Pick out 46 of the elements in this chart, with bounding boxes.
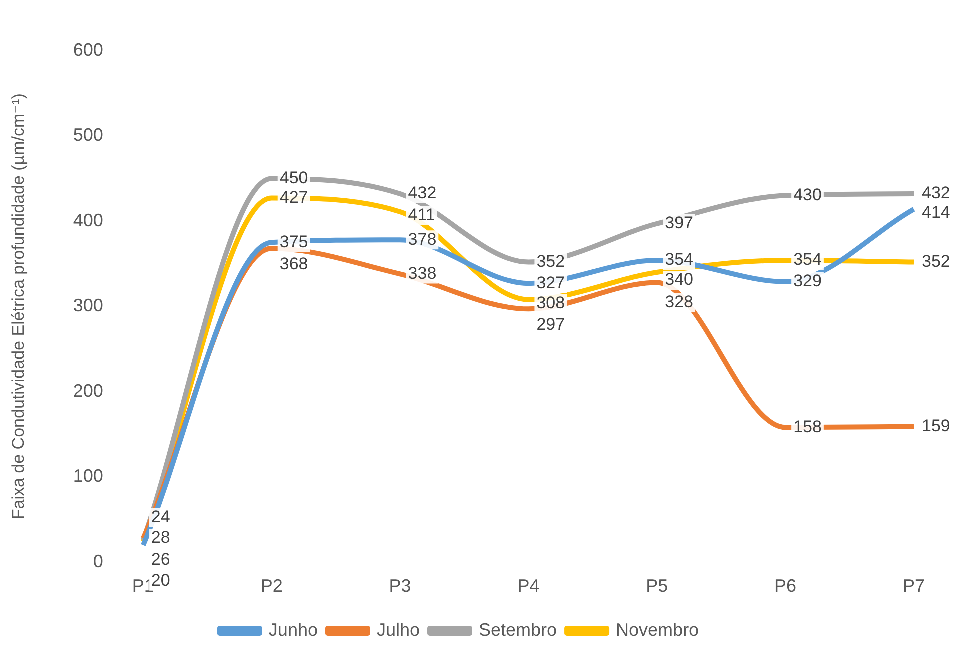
data-label: 414 — [922, 203, 950, 222]
legend-label: Novembro — [616, 620, 700, 640]
data-label: 28 — [151, 528, 170, 548]
data-label: 338 — [408, 264, 437, 283]
x-tick-label: P2 — [260, 576, 283, 596]
data-label: 327 — [536, 273, 566, 292]
data-label: 20 — [151, 571, 170, 590]
data-label: 297 — [536, 314, 566, 334]
data-label: 375 — [280, 232, 308, 252]
data-label: 354 — [794, 250, 822, 270]
y-axis-title: Faixa de Condutividade Elétrica profundidade (µm/cm⁻¹) — [8, 94, 28, 520]
data-label: 397 — [665, 214, 694, 233]
legend-label: Julho — [376, 620, 420, 640]
x-tick-label: P5 — [646, 576, 668, 596]
data-label: 432 — [922, 184, 950, 203]
y-tick-label: 0 — [93, 551, 104, 572]
data-label: 328 — [665, 292, 694, 312]
data-label: 354 — [665, 250, 694, 270]
x-tick-label: P6 — [774, 576, 797, 596]
y-tick-label: 400 — [73, 210, 104, 230]
y-tick-label: 100 — [73, 466, 104, 486]
legend-label: Setembro — [479, 620, 558, 640]
data-label: 427 — [280, 188, 308, 207]
data-label: 329 — [794, 272, 822, 291]
data-label: 26 — [151, 550, 170, 569]
data-label: 368 — [280, 254, 308, 274]
data-label: 411 — [408, 206, 436, 225]
data-label: 378 — [408, 230, 437, 249]
data-label: 24 — [151, 508, 170, 527]
data-label: 308 — [536, 293, 566, 312]
data-label: 432 — [408, 184, 437, 203]
x-tick-label: P3 — [389, 576, 412, 596]
y-tick-label: 300 — [73, 296, 104, 316]
data-label: 450 — [280, 168, 308, 188]
data-label: 430 — [794, 185, 822, 204]
data-label: 352 — [536, 252, 566, 271]
y-tick-label: 500 — [73, 125, 104, 146]
y-tick-label: 200 — [73, 380, 104, 401]
x-tick-label: P4 — [518, 576, 540, 596]
legend-label: Junho — [268, 620, 318, 640]
data-label: 159 — [922, 416, 950, 436]
data-label: 158 — [794, 417, 822, 436]
y-tick-label: 600 — [73, 40, 104, 60]
data-label: 340 — [665, 270, 694, 290]
data-label: 352 — [922, 252, 950, 271]
x-tick-label: P7 — [902, 576, 926, 596]
